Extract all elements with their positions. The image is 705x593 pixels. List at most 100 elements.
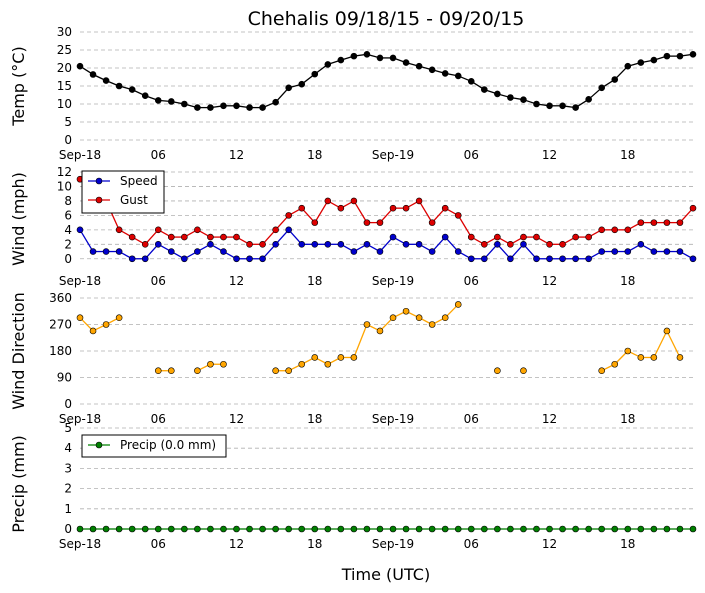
data-point	[128, 86, 136, 93]
data-point	[650, 56, 658, 64]
data-point	[481, 255, 488, 263]
series-segment	[418, 200, 433, 223]
data-point	[311, 70, 319, 78]
data-point	[611, 76, 619, 83]
data-point	[389, 525, 397, 533]
data-point	[311, 241, 319, 248]
data-point	[128, 233, 136, 241]
data-point	[546, 241, 553, 248]
data-point	[207, 104, 214, 111]
data-point	[520, 96, 527, 103]
data-point	[76, 314, 84, 322]
x-tick-label: 12	[542, 148, 557, 162]
data-point	[428, 248, 436, 255]
data-point	[115, 314, 123, 322]
data-point	[454, 248, 462, 255]
data-point	[272, 525, 279, 533]
data-point	[324, 197, 332, 205]
x-tick-label: Sep-19	[372, 148, 414, 162]
data-point	[689, 204, 697, 212]
y-tick-label: 90	[57, 371, 72, 385]
data-point	[637, 241, 645, 248]
data-point	[676, 525, 684, 533]
data-point	[520, 241, 527, 248]
x-tick-label: 12	[229, 148, 244, 162]
data-point	[598, 525, 606, 533]
data-point	[428, 66, 436, 74]
data-point	[181, 233, 188, 241]
data-point	[311, 525, 319, 533]
data-point	[676, 354, 684, 361]
data-point	[233, 102, 240, 110]
data-point	[207, 360, 214, 368]
data-point	[350, 248, 358, 255]
y-tick-label: 2	[64, 237, 72, 251]
x-axis-label: Time (UTC)	[341, 565, 430, 584]
data-point	[115, 248, 123, 255]
data-point	[624, 347, 632, 355]
data-point	[572, 525, 579, 533]
data-point	[559, 255, 566, 263]
data-point	[141, 92, 149, 100]
data-point	[598, 367, 606, 375]
data-point	[259, 255, 266, 263]
data-point	[298, 80, 306, 88]
data-point	[363, 241, 371, 248]
data-point	[494, 90, 501, 98]
data-point	[676, 52, 684, 60]
data-point	[246, 255, 253, 263]
data-point	[507, 255, 514, 263]
data-point	[272, 367, 279, 375]
y-tick-label: 5	[64, 421, 72, 435]
x-tick-label: 06	[464, 148, 479, 162]
y-axis-label: Wind Direction	[9, 292, 28, 410]
y-tick-label: 1	[64, 502, 72, 516]
data-point	[650, 354, 658, 361]
data-point	[220, 360, 227, 368]
data-point	[376, 54, 384, 62]
data-point	[350, 197, 358, 205]
data-point	[141, 241, 149, 248]
data-point	[572, 233, 579, 241]
legend-marker	[95, 441, 103, 449]
data-point	[402, 59, 410, 66]
data-point	[298, 525, 306, 533]
data-point	[559, 525, 566, 533]
y-tick-label: 3	[64, 461, 72, 475]
data-point	[363, 321, 371, 328]
data-point	[337, 354, 345, 361]
data-point	[585, 255, 592, 263]
data-point	[246, 525, 253, 533]
x-tick-label: 12	[229, 274, 244, 288]
data-point	[363, 525, 371, 533]
data-point	[428, 525, 436, 533]
y-tick-label: 15	[57, 79, 72, 93]
data-point	[467, 525, 475, 533]
data-point	[285, 212, 292, 219]
data-point	[324, 360, 332, 368]
series-segment	[79, 229, 94, 252]
data-point	[89, 327, 97, 335]
data-point	[298, 360, 306, 368]
data-point	[363, 219, 371, 226]
data-point	[494, 241, 501, 248]
data-point	[141, 255, 149, 263]
data-point	[194, 367, 201, 375]
data-point	[389, 54, 397, 62]
data-point	[467, 78, 475, 85]
data-point	[115, 82, 123, 90]
data-point	[167, 367, 175, 375]
data-point	[415, 62, 423, 70]
data-point	[663, 52, 671, 60]
data-point	[337, 56, 345, 64]
x-tick-label: 06	[464, 274, 479, 288]
x-tick-label: 18	[620, 412, 635, 426]
y-tick-label: 6	[64, 208, 72, 222]
x-tick-label: Sep-18	[59, 412, 101, 426]
data-point	[481, 241, 488, 248]
data-point	[689, 255, 697, 263]
data-point	[350, 52, 358, 60]
data-point	[467, 255, 475, 263]
data-point	[454, 301, 462, 308]
data-point	[128, 255, 136, 263]
